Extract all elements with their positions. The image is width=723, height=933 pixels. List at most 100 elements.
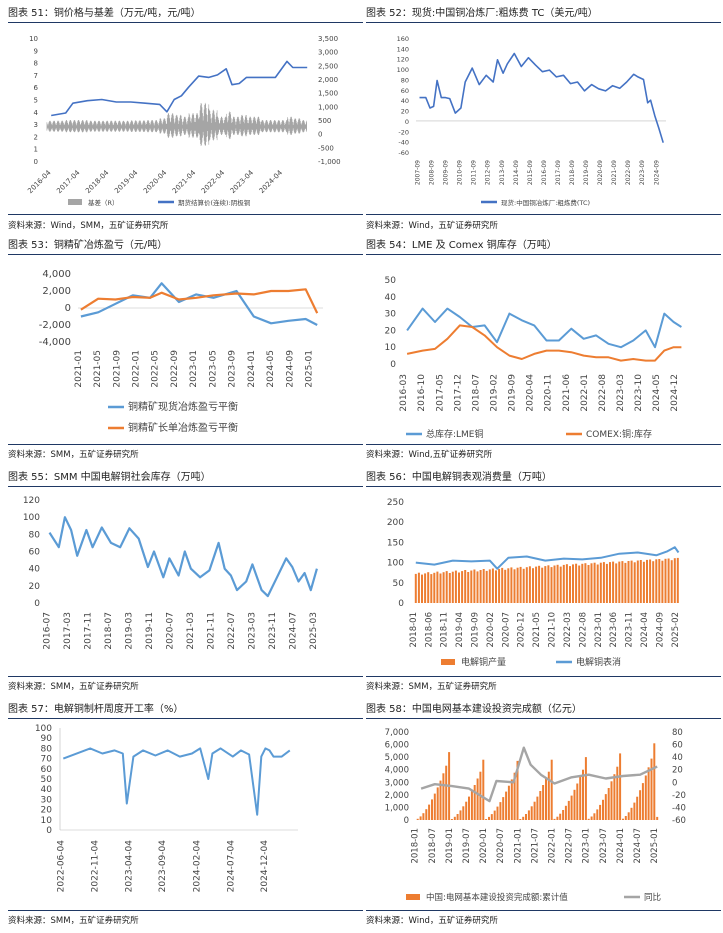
y-tick-label: 100 — [397, 66, 409, 74]
production-bar — [479, 570, 482, 603]
source-rule — [8, 444, 363, 445]
x-tick-label: 2022-08 — [578, 612, 588, 648]
production-bar — [495, 570, 497, 603]
y-tick-label: 8 — [34, 60, 38, 68]
investment-bar — [462, 806, 465, 820]
x-tick-label: 2018-04 — [84, 168, 111, 195]
x-tick-label: 2021-10 — [548, 612, 558, 648]
x-tick-label: 2024-09 — [653, 160, 660, 185]
y-tick-label: 80 — [41, 744, 53, 754]
source-rule — [8, 910, 363, 911]
title-rule — [8, 718, 363, 719]
x-tick-label: 2020-07 — [501, 612, 511, 648]
y-tick-label: -2,000 — [39, 320, 71, 331]
investment-bar — [547, 771, 550, 820]
production-bar — [504, 569, 507, 603]
x-tick-label: 2022-11-04 — [90, 840, 100, 893]
production-bar — [639, 560, 642, 603]
investment-bar — [584, 757, 587, 820]
production-bar — [421, 574, 423, 603]
investment-bar — [610, 781, 613, 820]
y-tick-label: 60 — [41, 765, 53, 775]
y-tick-label: -1,000 — [318, 158, 341, 166]
investment-bar — [442, 773, 445, 820]
investment-bar — [425, 809, 428, 820]
y-tick-label: 5 — [34, 97, 38, 105]
investment-bar — [456, 814, 459, 820]
production-bar — [538, 565, 541, 603]
production-bar — [602, 562, 605, 603]
y-tick-label: 30 — [41, 795, 53, 805]
x-tick-label: 2024-07 — [289, 612, 299, 650]
x-tick-label: 2019-03 — [125, 612, 135, 650]
investment-bar — [490, 814, 493, 820]
x-tick-label: 2023-11 — [268, 612, 278, 650]
y-tick-label: 250 — [387, 498, 404, 508]
investment-bar — [522, 816, 525, 820]
production-bar — [630, 560, 633, 603]
x-tick-label: 2017-05 — [435, 374, 445, 412]
investment-bar — [533, 801, 536, 820]
y-tick-label: 10 — [385, 343, 397, 353]
investment-bar — [644, 775, 647, 820]
legend-label: 铜精矿长单冶炼盈亏平衡 — [128, 421, 238, 434]
x-tick-label: 2024-07 — [633, 828, 643, 864]
x-tick-label: 2023-07 — [599, 828, 609, 864]
x-tick-label: 2012-09 — [485, 160, 492, 185]
y-tick-label: 0 — [34, 158, 38, 166]
y-tick-label: 0 — [672, 778, 677, 788]
investment-bar — [433, 793, 436, 820]
production-bar — [590, 563, 593, 603]
chart-source: 资料来源：SMM，五矿证券研究所 — [8, 916, 139, 926]
x-tick-label: 2016-10 — [417, 374, 427, 412]
chart-title: 图表 51：铜价格与基差（万元/吨，元/吨） — [8, 8, 201, 19]
legend-label: 期货结算价(连续):阴极铜 — [178, 198, 251, 207]
production-bar — [547, 565, 550, 603]
investment-bar — [624, 816, 627, 820]
y-tick-label: 80 — [672, 728, 683, 738]
investment-bar — [470, 791, 473, 820]
production-bar — [658, 559, 661, 603]
x-tick-label: 2020-02 — [486, 612, 496, 648]
y-tick-label: 2 — [34, 133, 38, 141]
production-bar — [670, 560, 673, 603]
investment-bar — [473, 785, 476, 820]
source-rule — [366, 676, 721, 677]
investment-bar — [576, 783, 579, 820]
investment-bar — [539, 791, 542, 820]
source-rule — [8, 676, 363, 677]
investment-bar — [639, 790, 642, 820]
y-tick-label: 10 — [41, 816, 53, 826]
y-tick-label: 1,000 — [318, 103, 338, 111]
investment-bar — [545, 778, 547, 820]
x-tick-label: 2023-04-04 — [125, 840, 135, 893]
y-tick-label: -60 — [672, 816, 686, 826]
x-tick-label: 2023-01 — [594, 612, 604, 648]
investment-bar — [450, 819, 453, 820]
investment-bar — [419, 816, 422, 820]
x-tick-label: 2022-05 — [151, 350, 161, 388]
x-tick-label: 2024-12 — [670, 374, 680, 412]
investment-bar — [564, 805, 567, 820]
y-tick-label: 1 — [34, 146, 38, 154]
y-tick-label: 100 — [23, 513, 40, 523]
investment-bar — [593, 813, 596, 820]
y-tick-label: 120 — [397, 56, 409, 64]
x-tick-label: 2025-03 — [309, 612, 319, 650]
production-bar — [445, 571, 448, 603]
y-tick-label: 2,500 — [318, 62, 338, 70]
chart-source: 资料来源：SMM，五矿证券研究所 — [8, 682, 139, 692]
y-tick-label: -40 — [398, 139, 409, 147]
investment-bar — [604, 794, 607, 820]
x-tick-label: 2019-04 — [455, 612, 465, 648]
legend-label: 总库存:LME铜 — [426, 428, 484, 440]
x-tick-label: 2013-09 — [499, 160, 506, 185]
y-tick-label: 0 — [405, 118, 409, 126]
investment-bar — [602, 799, 604, 820]
investment-bar — [516, 760, 519, 820]
x-tick-label: 2009-09 — [443, 160, 450, 185]
chart-title: 图表 58：中国电网基本建设投资完成额（亿元） — [366, 704, 582, 715]
legend-label: 电解铜产量 — [461, 656, 506, 668]
x-tick-label: 2023-09 — [228, 350, 238, 388]
x-tick-label: 2023-05 — [208, 350, 218, 388]
